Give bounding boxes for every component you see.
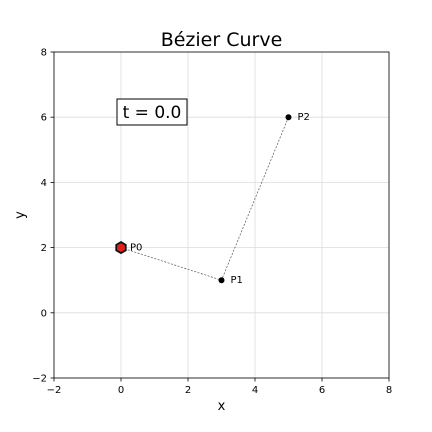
curve-point-group [115, 241, 127, 255]
grid-lines [53, 51, 390, 379]
y-tick-label: 8 [41, 48, 47, 59]
time-annotation-box [116, 98, 188, 126]
x-axis-ticks: −2 0 2 4 6 8 [47, 378, 392, 396]
x-axis-label: x [218, 399, 226, 414]
y-axis-label: y [13, 211, 28, 219]
curve-point-marker [115, 241, 127, 255]
x-tick-label: 4 [252, 385, 258, 396]
x-tick-label: 2 [185, 385, 191, 396]
plot-frame [53, 51, 390, 379]
control-polygon [120, 117, 289, 281]
x-tick-label: 6 [319, 385, 325, 396]
y-tick-label: 6 [41, 113, 47, 124]
x-tick-label: 0 [118, 385, 124, 396]
y-tick-label: 0 [41, 308, 47, 319]
control-point-label: P0 [130, 243, 142, 254]
control-polygon-line [120, 117, 289, 281]
y-tick-label: −2 [32, 374, 47, 385]
time-annotation: t = 0.0 [116, 98, 188, 126]
x-tick-label: −2 [47, 385, 62, 396]
control-point-label: P1 [231, 275, 243, 286]
control-point-p1 [218, 277, 225, 284]
control-point-p2 [285, 114, 292, 121]
y-tick-label: 4 [41, 178, 47, 189]
control-points: P0 P1 P2 [118, 112, 310, 286]
time-annotation-text: t = 0.0 [123, 103, 182, 123]
y-axis-ticks: −2 0 2 4 6 8 [32, 48, 54, 385]
x-tick-label: 8 [386, 385, 392, 396]
y-tick-label: 2 [41, 243, 47, 254]
chart-title: Bézier Curve [161, 29, 283, 51]
control-point-label: P2 [298, 112, 310, 123]
